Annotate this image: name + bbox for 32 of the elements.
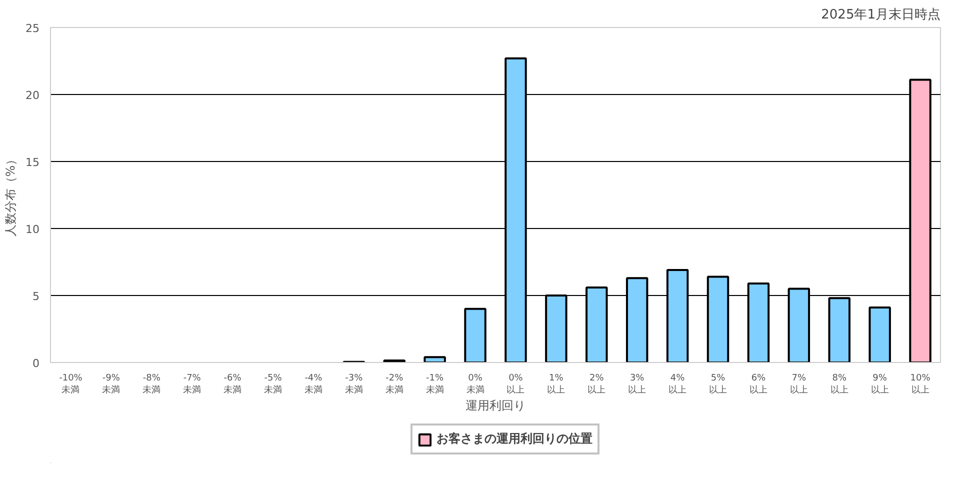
- x-tick-label: -9% 未満: [102, 374, 120, 396]
- y-tick-label: 5: [32, 290, 40, 303]
- x-tick-label: 7% 以上: [790, 374, 808, 396]
- x-tick-label: -2% 未満: [385, 374, 404, 396]
- x-tick-label: -7% 未満: [183, 374, 202, 396]
- y-tick-label: 20: [26, 89, 40, 102]
- y-axis-title: 人数分布（%）: [4, 153, 18, 237]
- x-tick-label: 2% 以上: [588, 374, 606, 396]
- y-tick-label: 0: [32, 357, 40, 370]
- x-tick-label: 8% 以上: [830, 374, 848, 396]
- x-tick-label: -6% 未満: [224, 374, 242, 396]
- x-tick-label: 3% 以上: [628, 374, 646, 396]
- x-tick-label: -5% 未満: [264, 374, 282, 396]
- x-axis-title: 運用利回り: [466, 398, 526, 412]
- x-tick-label: 1% 以上: [547, 374, 566, 396]
- x-tick-label: -1% 未満: [426, 374, 444, 396]
- x-tick-label: 10% 以上: [910, 374, 931, 396]
- x-tick-label: -10% 未満: [59, 374, 83, 396]
- x-tick-label: 5% 以上: [709, 374, 727, 396]
- y-tick-label: 15: [26, 156, 40, 169]
- x-tick-label: 0% 未満: [466, 374, 484, 396]
- x-tick-label: 0% 以上: [506, 374, 525, 396]
- x-tick-label: 6% 以上: [749, 374, 768, 396]
- x-tick-label: 9% 以上: [870, 374, 889, 396]
- x-tick-label: -8% 未満: [142, 374, 161, 396]
- x-tick-label: -4% 未満: [304, 374, 323, 396]
- legend-label: お客さまの運用利回りの位置: [436, 430, 592, 448]
- x-tick-label: 4% 以上: [668, 374, 687, 396]
- x-tick-label: -3% 未満: [344, 374, 364, 396]
- text: 2025年1月末日時点: [821, 8, 941, 22]
- y-tick-label: 25: [26, 22, 40, 35]
- y-tick-label: 10: [26, 223, 40, 236]
